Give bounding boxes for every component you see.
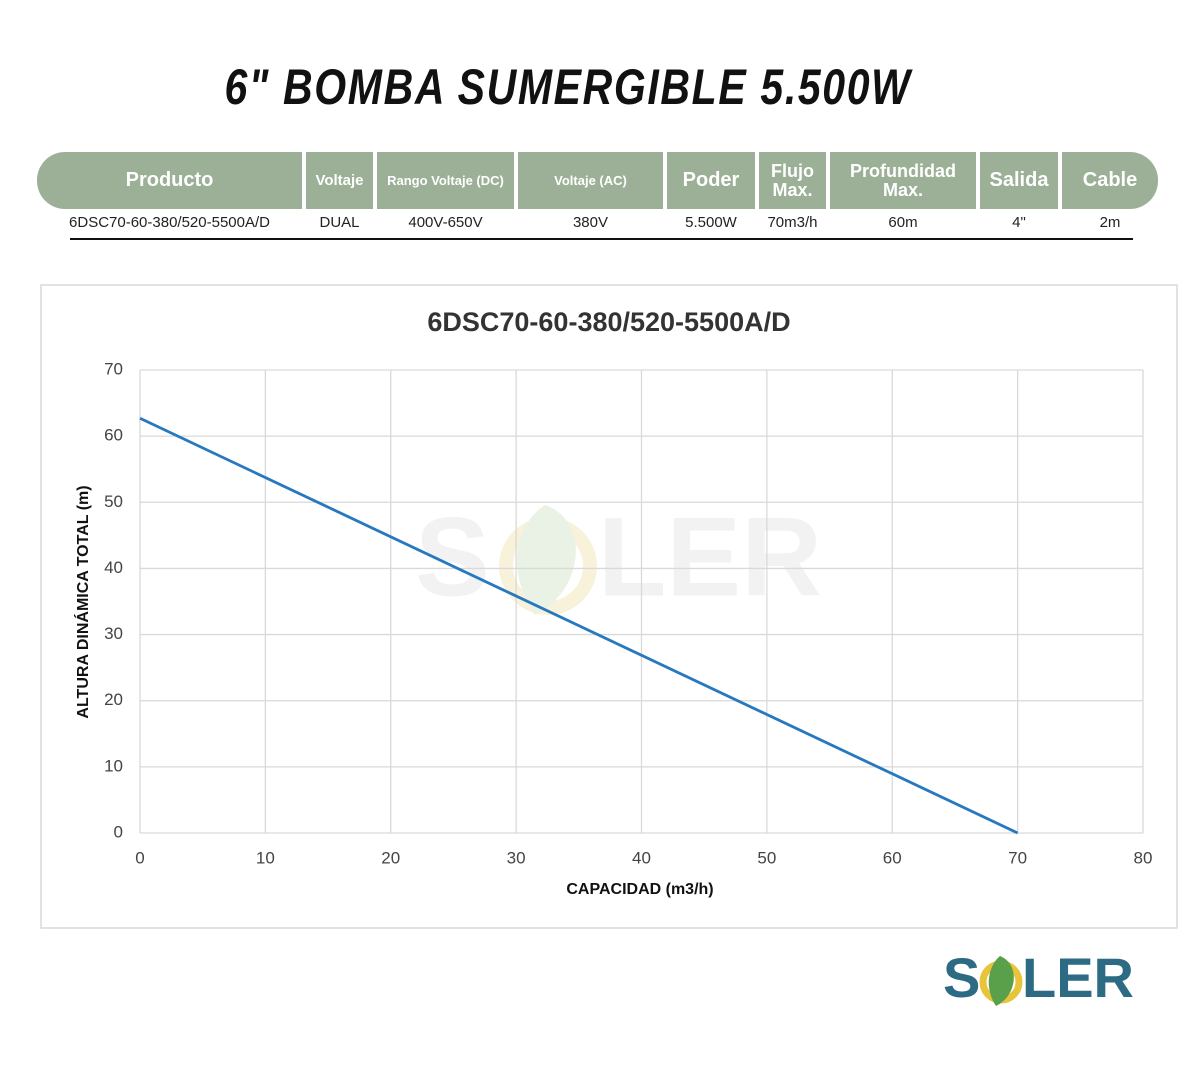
x-tick-label: 40 (632, 848, 651, 867)
logo: S LER (943, 946, 1134, 1009)
table-cell: 400V-650V (408, 213, 483, 231)
chart-frame (40, 284, 1178, 929)
y-tick-label: 50 (104, 492, 123, 511)
header-cell: Producto (37, 152, 302, 209)
header-cell: Poder (667, 152, 755, 209)
table-rule (70, 238, 1133, 240)
header-cell: Salida (980, 152, 1058, 209)
x-tick-label: 10 (256, 848, 275, 867)
table-cell: 60m (888, 213, 918, 231)
chart-title: 6DSC70-60-380/520-5500A/D (427, 307, 790, 337)
y-tick-label: 20 (104, 690, 123, 709)
header-cell: Voltaje (AC) (518, 152, 663, 209)
y-tick-label: 40 (104, 558, 123, 577)
logo-right: LER (1022, 946, 1134, 1009)
page-title: 6" BOMBA SUMERGIBLE 5.500W (224, 59, 912, 115)
logo-leaf (988, 956, 1014, 1006)
watermark-leaf (516, 505, 576, 615)
x-tick-label: 70 (1008, 848, 1027, 867)
header-cell: Rango Voltaje (DC) (377, 152, 514, 209)
y-tick-label: 60 (104, 426, 123, 445)
watermark-left: S (415, 495, 490, 620)
header-cell: Cable (1062, 152, 1158, 209)
data-line (139, 417, 1019, 835)
x-axis-title: CAPACIDAD (m3/h) (566, 881, 713, 898)
y-tick-label: 10 (104, 756, 123, 775)
x-tick-label: 20 (381, 848, 400, 867)
x-tick-label: 0 (135, 848, 144, 867)
y-tick-label: 70 (104, 359, 123, 378)
header-cell: Profundidad Max. (830, 152, 976, 209)
header-cell: Voltaje (306, 152, 373, 209)
y-axis-title: ALTURA DINÁMICA TOTAL (m) (73, 485, 92, 718)
table-cell: 2m (1099, 213, 1121, 231)
table-cell: 380V (572, 213, 609, 231)
x-tick-label: 80 (1134, 848, 1153, 867)
x-tick-label: 60 (883, 848, 902, 867)
table-cell: DUAL (319, 213, 360, 231)
logo-left: S (943, 946, 980, 1009)
watermark-right: LER (598, 495, 822, 620)
y-tick-label: 0 (114, 822, 123, 841)
table-cell: 5.500W (685, 213, 737, 231)
header-cell: Flujo Max. (759, 152, 826, 209)
table-cell: 70m3/h (767, 213, 818, 231)
watermark: S LER (415, 495, 822, 620)
x-tick-label: 30 (507, 848, 526, 867)
table-cell: 6DSC70-60-380/520-5500A/D (69, 213, 270, 231)
y-tick-label: 30 (104, 624, 123, 643)
table-cell: 4" (1012, 213, 1026, 231)
x-tick-label: 50 (757, 848, 776, 867)
